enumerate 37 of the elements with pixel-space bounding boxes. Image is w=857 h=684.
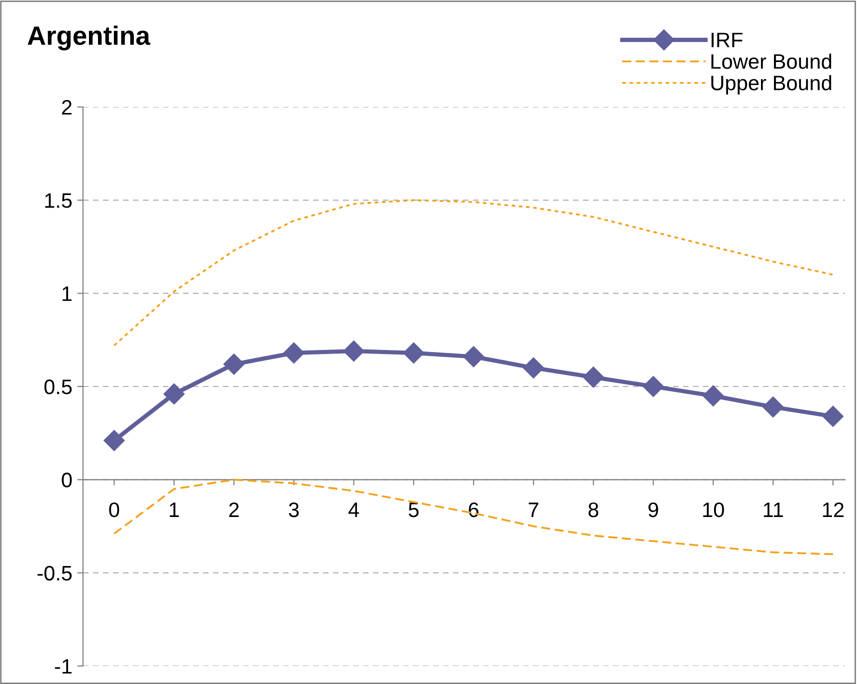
point xyxy=(762,396,784,418)
x-tick-label: 0 xyxy=(109,502,120,518)
x-tick-label: 5 xyxy=(408,502,419,518)
y-tick-label: 1.5 xyxy=(45,193,72,208)
point xyxy=(343,340,364,362)
x-tick-label: 10 xyxy=(703,502,724,518)
point xyxy=(642,376,664,398)
x-tick-label: 4 xyxy=(348,502,359,517)
x-tick-label: 2 xyxy=(229,502,239,517)
legend-label: IRF xyxy=(712,32,742,48)
y-tick-label: 0.5 xyxy=(44,380,72,394)
chart-title: Argentina xyxy=(28,26,150,50)
point xyxy=(463,346,484,368)
x-tick-label: 9 xyxy=(648,502,658,518)
x-tick-label: 3 xyxy=(288,502,299,518)
y-tick-label: 1 xyxy=(62,286,72,301)
y-tick-label: -1 xyxy=(54,659,72,674)
point xyxy=(104,430,125,452)
x-tick-label: 1 xyxy=(170,502,179,517)
point xyxy=(822,406,844,427)
y-tick-label: 0 xyxy=(62,472,72,488)
x-tick-label: 12 xyxy=(823,502,844,517)
line-series xyxy=(113,199,834,346)
y-tick-label: 2 xyxy=(62,100,72,115)
x-tick-label: 11 xyxy=(764,502,783,517)
point xyxy=(403,342,424,364)
legend-label: Upper Bound xyxy=(711,75,832,94)
point xyxy=(223,354,244,375)
point xyxy=(164,383,185,404)
point xyxy=(702,385,724,406)
x-tick-label: 7 xyxy=(528,502,538,517)
point xyxy=(582,366,604,388)
y-tick-label: -0.5 xyxy=(38,566,72,581)
point xyxy=(283,342,304,364)
point xyxy=(522,357,544,378)
legend-label: Lower Bound xyxy=(711,54,832,69)
x-tick-label: 8 xyxy=(588,502,598,518)
